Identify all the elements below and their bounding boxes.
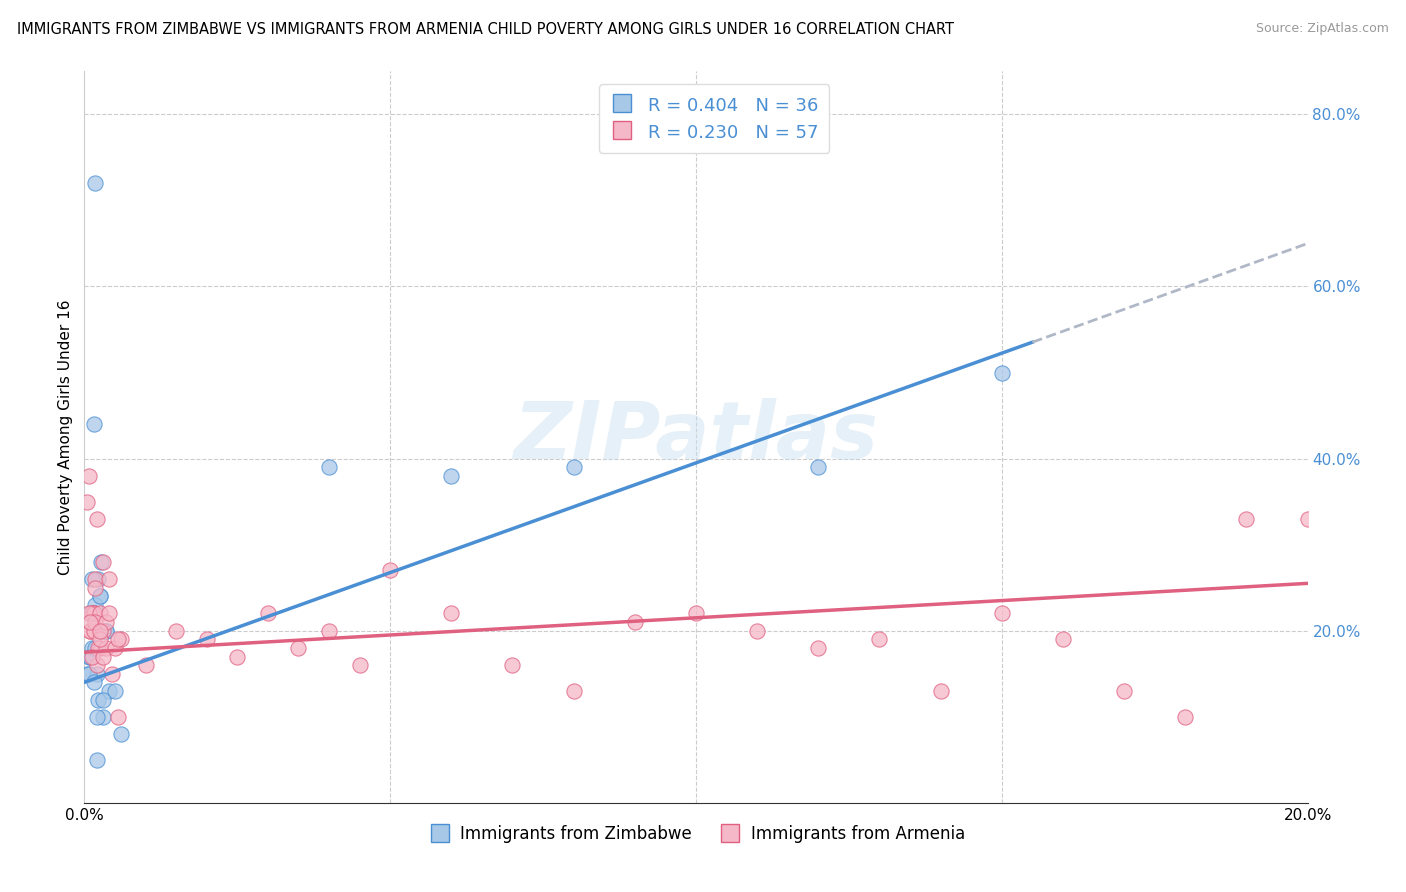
Point (685, 607, 707, 621)
Point (165, 624, 187, 638)
Point (1114, 684, 1136, 698)
Point (349, 658, 371, 673)
Point (91, 710, 114, 724)
Point (84, 572, 107, 586)
Point (77, 649, 100, 664)
Point (80, 607, 103, 621)
Point (86, 512, 108, 526)
Point (84, 640, 107, 655)
Point (84, 176, 107, 190)
Point (83, 607, 105, 621)
Point (380, 564, 402, 578)
Point (89, 632, 111, 647)
Point (502, 658, 524, 673)
Point (77, 468, 100, 483)
Point (79, 607, 101, 621)
Point (257, 607, 280, 621)
Point (83, 417, 105, 432)
Point (110, 727, 132, 741)
Point (135, 658, 157, 673)
Point (807, 460, 830, 475)
Point (89, 607, 111, 621)
Point (318, 460, 340, 475)
Point (94, 615, 117, 629)
Text: ZIPatlas: ZIPatlas (513, 398, 879, 476)
Point (97, 607, 120, 621)
Y-axis label: Child Poverty Among Girls Under 16: Child Poverty Among Girls Under 16 (58, 300, 73, 574)
Point (83, 607, 105, 621)
Point (94, 640, 117, 655)
Point (76, 666, 98, 681)
Point (91, 624, 114, 638)
Point (562, 460, 585, 475)
Point (79, 624, 101, 638)
Point (84, 581, 107, 595)
Point (89, 624, 111, 638)
Point (107, 710, 129, 724)
Point (929, 684, 952, 698)
Point (83, 675, 105, 690)
Point (91, 555, 114, 569)
Point (991, 607, 1014, 621)
Point (79, 649, 101, 664)
Point (624, 615, 647, 629)
Point (94, 624, 117, 638)
Point (86, 666, 108, 681)
Point (89, 624, 111, 638)
Point (77, 607, 100, 621)
Point (86, 710, 108, 724)
Point (97, 684, 120, 698)
Point (562, 684, 585, 698)
Point (747, 624, 769, 638)
Point (318, 624, 340, 638)
Point (84, 615, 107, 629)
Point (94, 624, 117, 638)
Point (97, 572, 120, 586)
Point (991, 366, 1014, 380)
Point (87, 572, 110, 586)
Point (104, 684, 127, 698)
Point (869, 632, 891, 647)
Point (226, 649, 249, 664)
Point (83, 607, 105, 621)
Point (80, 640, 103, 655)
Point (83, 607, 105, 621)
Point (90, 555, 112, 569)
Point (87, 640, 110, 655)
Point (79, 615, 101, 629)
Point (91, 624, 114, 638)
Point (76, 494, 98, 508)
Point (195, 632, 218, 647)
Point (77, 666, 100, 681)
Point (79, 624, 101, 638)
Point (287, 640, 309, 655)
Point (91, 692, 114, 706)
Point (104, 640, 127, 655)
Point (440, 607, 463, 621)
Point (89, 589, 111, 603)
Text: Source: ZipAtlas.com: Source: ZipAtlas.com (1256, 22, 1389, 36)
Point (110, 632, 132, 647)
Point (89, 640, 111, 655)
Point (91, 649, 114, 664)
Text: IMMIGRANTS FROM ZIMBABWE VS IMMIGRANTS FROM ARMENIA CHILD POVERTY AMONG GIRLS UN: IMMIGRANTS FROM ZIMBABWE VS IMMIGRANTS F… (17, 22, 953, 37)
Point (101, 666, 124, 681)
Point (80, 572, 103, 586)
Point (1174, 710, 1197, 724)
Point (107, 632, 129, 647)
Point (440, 468, 463, 483)
Point (807, 640, 830, 655)
Point (86, 753, 108, 767)
Point (89, 589, 111, 603)
Legend: Immigrants from Zimbabwe, Immigrants from Armenia: Immigrants from Zimbabwe, Immigrants fro… (420, 818, 972, 849)
Point (1236, 512, 1258, 526)
Point (1052, 632, 1074, 647)
Point (1296, 512, 1319, 526)
Point (87, 692, 110, 706)
Point (80, 649, 103, 664)
Point (86, 658, 108, 673)
Point (84, 598, 107, 612)
Point (83, 624, 105, 638)
